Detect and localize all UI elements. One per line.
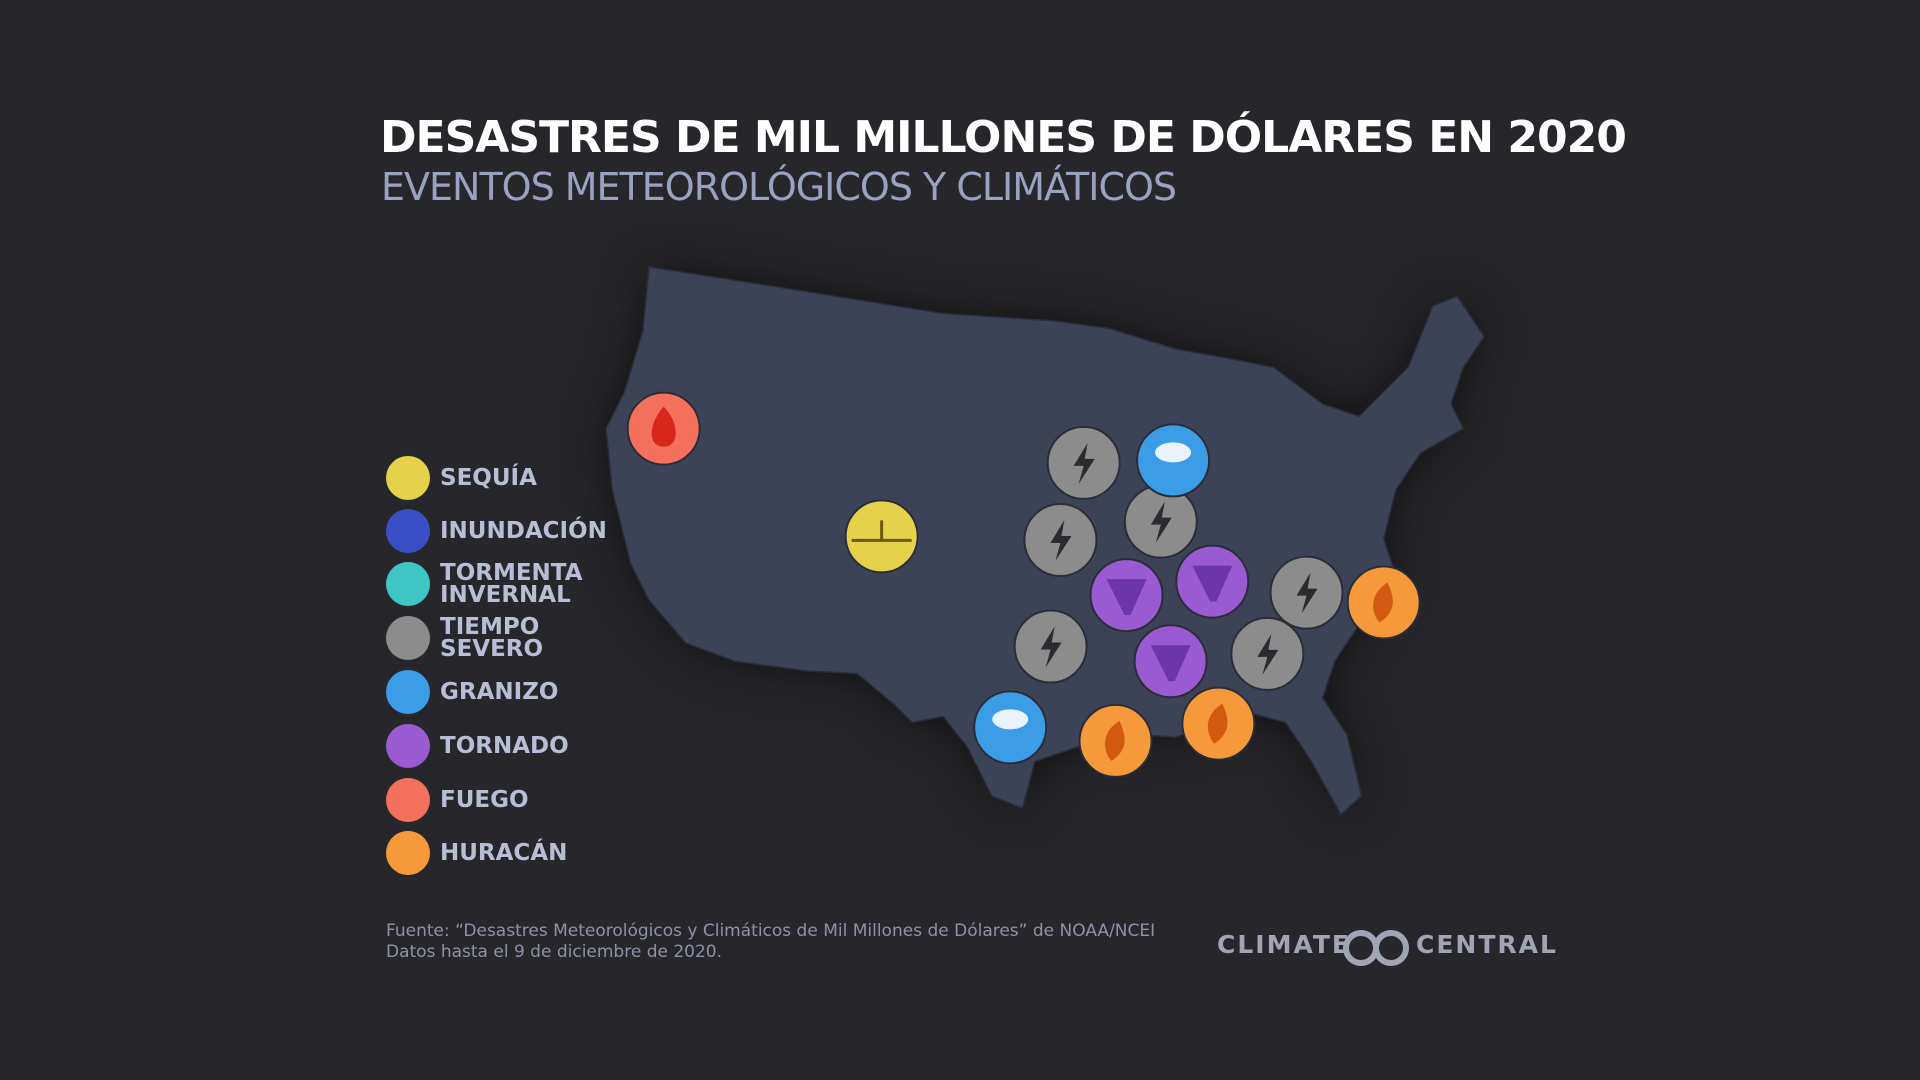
fire-icon	[651, 406, 676, 447]
bolt-icon	[1040, 626, 1062, 668]
legend-label: TORNADO	[440, 733, 569, 759]
hurricane-icon	[1104, 720, 1125, 761]
bolt-icon	[1150, 501, 1172, 543]
legend-item: FUEGO	[386, 778, 630, 822]
bolt-icon	[1073, 442, 1095, 484]
legend-label: FUEGO	[440, 787, 529, 813]
hail-icon	[992, 709, 1029, 730]
legend-label: SEQUÍA	[440, 465, 537, 491]
bolt-icon	[1296, 572, 1318, 614]
legend-label: INUNDACIÓN	[440, 518, 607, 544]
legend-icon	[386, 831, 430, 875]
tornado-icon	[1150, 645, 1191, 682]
subtitle: EVENTOS METEOROLÓGICOS Y CLIMÁTICOS	[381, 165, 1177, 209]
legend-icon	[386, 509, 430, 553]
legend-item: TIEMPO SEVERO	[386, 614, 630, 662]
bolt-icon	[1257, 633, 1279, 675]
legend-item: SEQUÍA	[386, 456, 630, 500]
legend-icon	[386, 778, 430, 822]
legend-icon	[386, 562, 430, 606]
legend-item: INUNDACIÓN	[386, 509, 630, 553]
title: DESASTRES DE MIL MILLONES DE DÓLARES EN …	[380, 112, 1627, 163]
tornado-icon	[1192, 565, 1233, 602]
drought-icon	[851, 520, 912, 542]
hail-icon	[1155, 442, 1192, 463]
legend-label: GRANIZO	[440, 679, 559, 705]
logo-left: CLIMATE	[1217, 930, 1351, 959]
legend-icon	[386, 616, 430, 660]
bolt-icon	[1050, 520, 1072, 562]
legend-icon	[386, 724, 430, 768]
logo-right: CENTRAL	[1416, 930, 1558, 959]
hurricane-icon	[1373, 582, 1393, 623]
source: Fuente: “Desastres Meteorológicos y Clim…	[386, 921, 1156, 941]
legend-label: TIEMPO SEVERO	[440, 614, 544, 662]
legend-item: TORMENTA INVERNAL	[386, 560, 630, 608]
legend-item: TORNADO	[386, 724, 630, 768]
legend-icon	[386, 456, 430, 500]
legend-label: HURACÁN	[440, 840, 568, 866]
legend-icon	[386, 670, 430, 714]
tornado-icon	[1106, 579, 1147, 616]
note: Datos hasta el 9 de diciembre de 2020.	[386, 942, 723, 962]
hurricane-icon	[1207, 703, 1228, 744]
legend-label: TORMENTA INVERNAL	[440, 560, 583, 608]
legend-item: HURACÁN	[386, 831, 630, 875]
legend-item: GRANIZO	[386, 670, 630, 714]
